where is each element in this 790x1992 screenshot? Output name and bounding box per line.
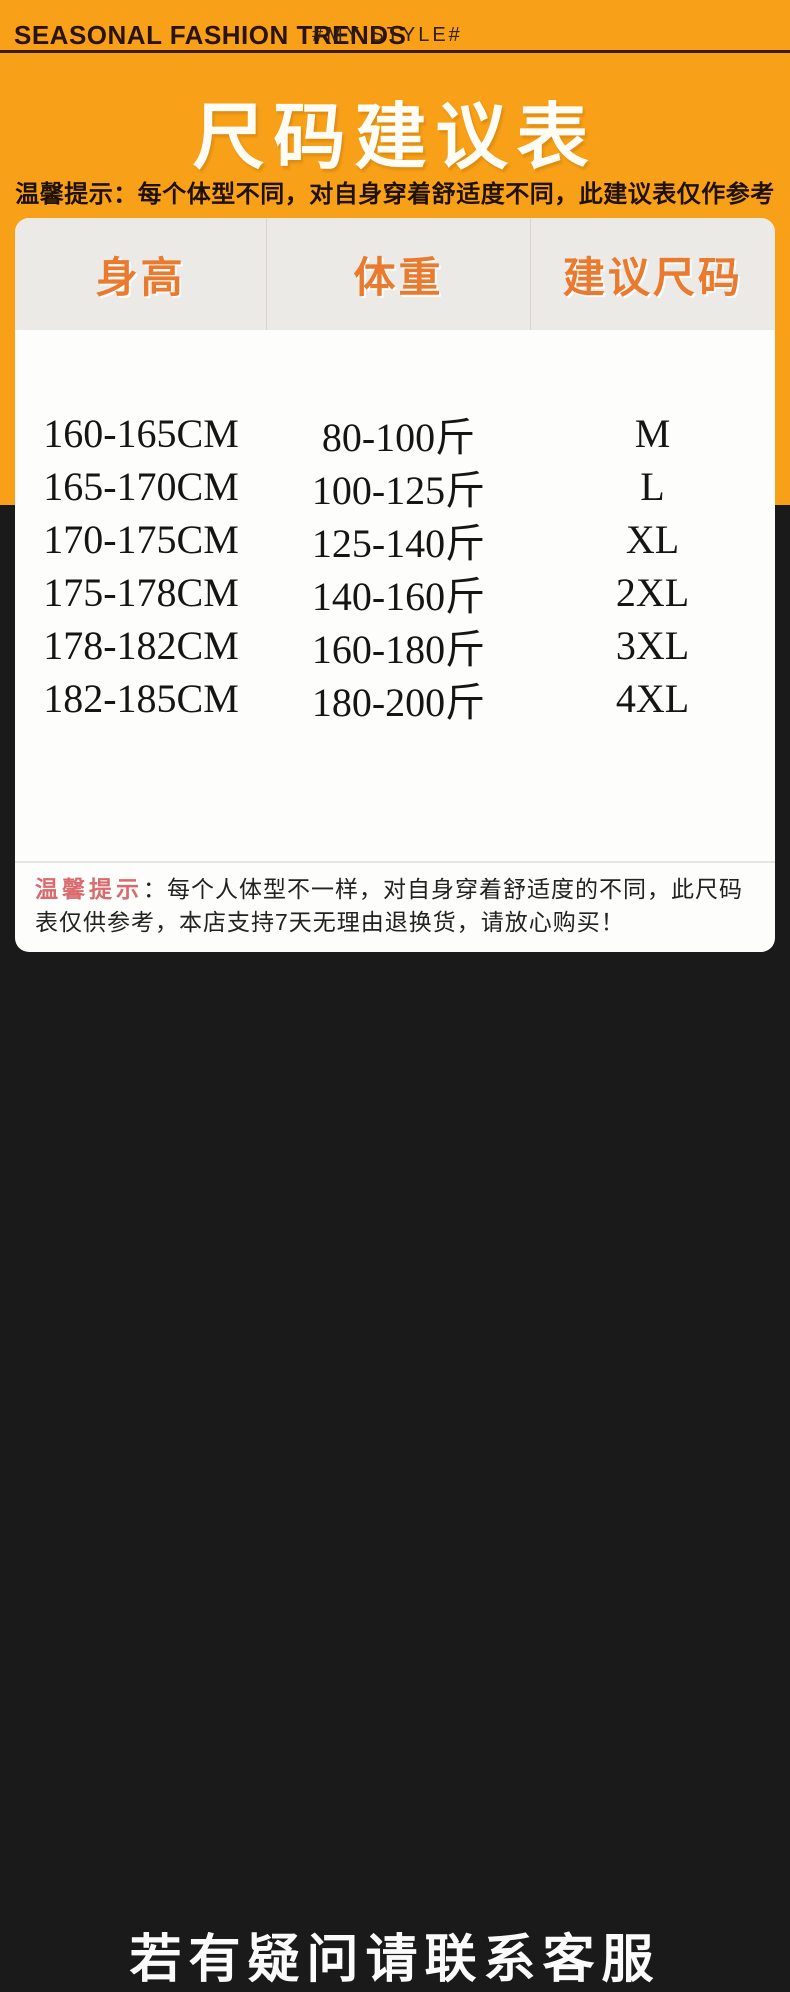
- cell-size: 4XL: [615, 676, 690, 721]
- table-body: 160-165CM 80-100斤 M 165-170CM 100-125斤 L…: [15, 407, 775, 725]
- cell-weight: 100-125斤: [311, 467, 486, 513]
- cell-weight: 125-140斤: [311, 520, 486, 566]
- footnote-label: 温馨提示: [35, 876, 143, 902]
- cell-size: 2XL: [615, 570, 690, 615]
- header-cell-height: 身高: [15, 218, 268, 330]
- table-row: 182-185CM 180-200斤 4XL: [15, 672, 775, 725]
- table-row: 170-175CM 125-140斤 XL: [15, 513, 775, 566]
- table-header-row: 身高 体重 建议尺码: [15, 218, 775, 330]
- header-cell-weight: 体重: [267, 218, 531, 330]
- cell-height: 178-182CM: [43, 623, 239, 668]
- footnote: 温馨提示：每个人体型不一样，对自身穿着舒适度的不同，此尺码表仅供参考，本店支持7…: [15, 873, 775, 939]
- cell-height: 170-175CM: [43, 517, 239, 562]
- cell-height: 160-165CM: [43, 411, 239, 456]
- cell-height: 175-178CM: [43, 570, 239, 615]
- page-title: 尺码建议表: [192, 98, 598, 178]
- header-cell-size: 建议尺码: [562, 253, 743, 301]
- cell-height: 182-185CM: [43, 676, 239, 721]
- brand-text: SEASONAL FASHION TRENDS: [14, 20, 407, 50]
- cell-weight: 140-160斤: [311, 573, 486, 619]
- cell-weight: 180-200斤: [311, 679, 486, 725]
- cell-size: XL: [625, 517, 680, 562]
- cell-weight: 160-180斤: [311, 626, 486, 672]
- table-row: 165-170CM 100-125斤 L: [15, 460, 775, 513]
- cell-size: M: [634, 411, 671, 456]
- footnote-divider-line: [15, 861, 775, 863]
- topbar-divider-line: [0, 50, 790, 53]
- cell-size: 3XL: [615, 623, 690, 668]
- cell-height: 165-170CM: [43, 464, 239, 509]
- cell-weight: 80-100斤: [321, 414, 476, 460]
- hero-notice-text: 温馨提示：每个体型不同，对自身穿着舒适度不同，此建议表仅作参考: [15, 181, 775, 208]
- footnote-body: ：每个人体型不一样，对自身穿着舒适度的不同，此尺码表仅供参考，本店支持7天无理由…: [35, 876, 743, 935]
- top-brand-bar: SEASONAL FASHION TRENDS #MY STYLE#: [0, 0, 790, 50]
- footer-contact-text: 若有疑问请联系客服: [129, 1931, 661, 1989]
- table-row: 175-178CM 140-160斤 2XL: [15, 566, 775, 619]
- footer-banner: 若有疑问请联系客服: [0, 952, 790, 1989]
- table-row: 178-182CM 160-180斤 3XL: [15, 619, 775, 672]
- cell-size: L: [640, 464, 665, 509]
- brand-tagline: #MY STYLE#: [312, 24, 463, 46]
- size-chart-panel: 身高 体重 建议尺码 160-165CM 80-100斤 M 165-170CM…: [15, 218, 775, 952]
- table-row: 160-165CM 80-100斤 M: [15, 407, 775, 460]
